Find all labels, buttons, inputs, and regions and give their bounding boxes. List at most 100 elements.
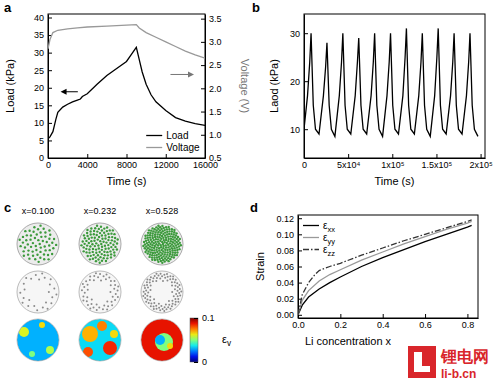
particle — [93, 279, 95, 281]
particle — [110, 284, 112, 286]
tick: 0 — [194, 357, 207, 367]
particle — [48, 244, 50, 246]
particle — [152, 230, 154, 232]
particle — [88, 242, 90, 244]
tick: 30 — [34, 48, 52, 58]
colorbar — [190, 318, 198, 362]
tick: 2.0 — [201, 84, 222, 94]
particle — [111, 304, 113, 306]
particle — [153, 298, 155, 300]
particle — [171, 300, 173, 302]
particle — [22, 236, 24, 238]
particle — [146, 278, 148, 280]
y-axis-title: Load (kPa) — [4, 59, 16, 113]
particle — [43, 245, 45, 247]
particle — [173, 247, 175, 249]
legend-item: Load — [146, 130, 188, 141]
particle — [112, 243, 114, 245]
particle — [157, 225, 159, 227]
particle — [97, 254, 99, 256]
particle — [24, 289, 26, 291]
tick-label: 0.10 — [276, 230, 294, 240]
particle — [93, 306, 95, 308]
particle — [48, 238, 50, 240]
strain-outline — [17, 319, 59, 361]
particle — [49, 234, 51, 236]
tick: 25 — [34, 66, 52, 76]
particle — [104, 248, 106, 250]
legend-item: εzz — [303, 244, 335, 258]
particle — [82, 240, 84, 242]
particle — [164, 277, 166, 279]
particle — [177, 290, 179, 292]
particle — [36, 233, 38, 235]
particle — [52, 247, 54, 249]
particle — [176, 254, 178, 256]
particle — [146, 252, 148, 254]
particle — [175, 232, 177, 234]
particle — [144, 293, 146, 295]
particle — [150, 305, 152, 307]
particle — [156, 254, 158, 256]
particle — [163, 241, 165, 243]
particle — [163, 229, 165, 231]
particle — [164, 231, 166, 233]
particle — [87, 284, 89, 286]
particle — [113, 251, 115, 253]
strain-outline — [79, 319, 121, 361]
strain-field — [17, 319, 59, 361]
particle — [40, 246, 42, 248]
particle — [103, 232, 105, 234]
image-label: x=0.100 — [22, 206, 54, 216]
particle — [80, 244, 82, 246]
particle — [152, 252, 154, 254]
particle — [149, 251, 151, 253]
particle — [106, 308, 108, 310]
strain-patch — [103, 341, 117, 355]
panel-3: 0.00.20.40.60.80.000.020.040.060.080.100… — [254, 214, 479, 347]
particle — [157, 261, 159, 263]
particle — [156, 259, 158, 261]
panel-0: 040008000120001600005101520253035400.51.… — [4, 13, 251, 187]
particle — [45, 301, 47, 303]
particle — [146, 234, 148, 236]
particle — [168, 304, 170, 306]
particle-image — [79, 271, 121, 313]
legend-swatch — [303, 225, 319, 226]
tick-label: 0.02 — [276, 294, 294, 304]
tick: 3.0 — [201, 37, 222, 47]
particle — [107, 239, 109, 241]
particle — [158, 247, 160, 249]
particle — [86, 244, 88, 246]
particle — [104, 237, 106, 239]
y2-axis-title: Voltage (V) — [239, 59, 251, 113]
particle — [89, 279, 91, 281]
particle — [22, 250, 24, 252]
tick-mark — [48, 158, 52, 159]
strain-patch — [82, 326, 98, 342]
particle — [25, 277, 27, 279]
tick-label: 0.12 — [276, 214, 294, 224]
particle — [150, 302, 152, 304]
particle — [166, 231, 168, 233]
particle — [87, 289, 89, 291]
x-axis: 05x10⁴1x10⁵1.5x10⁵2x10⁵ — [302, 154, 493, 170]
particle — [89, 308, 91, 310]
particle — [171, 247, 173, 249]
strain-image — [17, 319, 59, 361]
particle — [106, 251, 108, 253]
particle — [162, 250, 164, 252]
strain-field — [79, 319, 121, 361]
tick-mark — [201, 112, 205, 113]
particle — [98, 236, 100, 238]
particle — [89, 258, 91, 260]
particle — [51, 296, 53, 298]
particle — [90, 227, 92, 229]
particle — [150, 284, 152, 286]
particle — [153, 247, 155, 249]
particle — [151, 227, 153, 229]
particle — [177, 286, 179, 288]
particle — [173, 295, 175, 297]
particle — [173, 256, 175, 258]
strain-patch — [46, 346, 54, 354]
